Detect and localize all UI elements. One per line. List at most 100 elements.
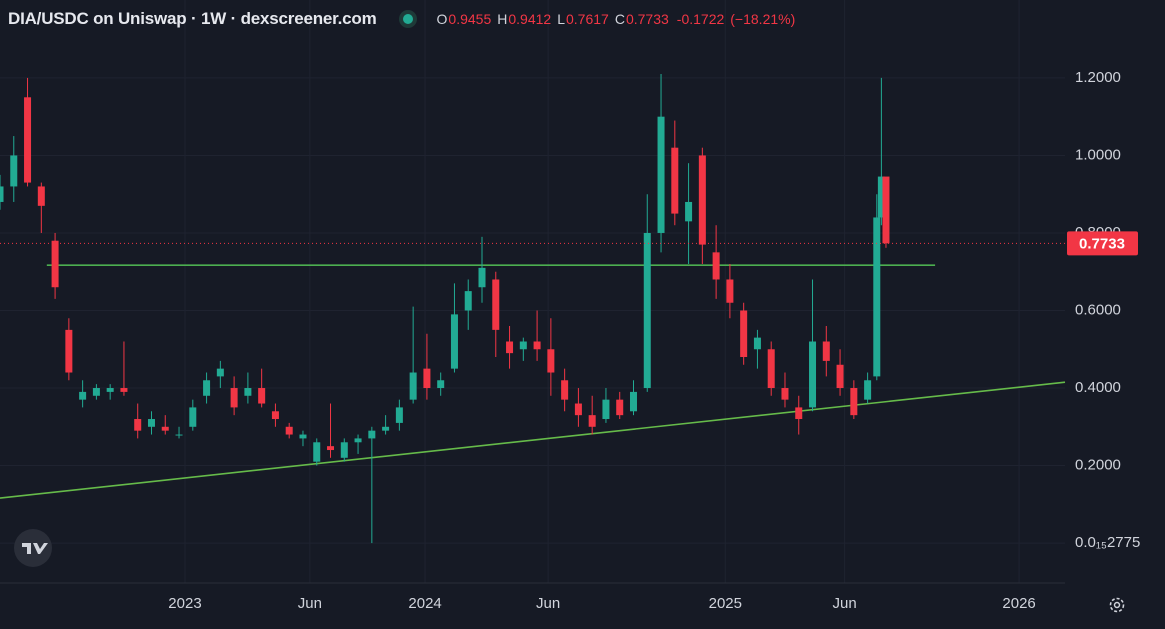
header: DIA/USDC on Uniswap · 1W · dexscreener.c…	[8, 9, 795, 29]
candle-body	[65, 329, 73, 373]
candle-body	[423, 368, 431, 389]
candle-body	[10, 155, 18, 187]
status-dot	[402, 14, 413, 24]
change: -0.1722	[676, 11, 725, 27]
ohlc-key: H	[497, 11, 508, 27]
candle-body	[409, 372, 417, 400]
candle-body	[216, 368, 224, 377]
y-tick-label: 1.0000	[1075, 146, 1121, 163]
x-tick-label: 2026	[1002, 595, 1035, 612]
candle-body	[533, 341, 541, 350]
x-tick-label: 2024	[408, 595, 441, 612]
candle-body	[864, 380, 872, 400]
candle-body	[629, 391, 637, 412]
last-price-label: 0.7733	[1079, 235, 1125, 252]
candle-body	[230, 388, 238, 408]
candle-body	[547, 349, 555, 373]
x-tick-label: Jun	[536, 595, 560, 612]
candle-body	[795, 407, 803, 420]
candle-body	[285, 426, 293, 435]
candle-body	[781, 388, 789, 400]
change-pct: (−18.21%)	[730, 11, 796, 27]
candle-body	[643, 232, 651, 389]
y-tick-label: 0.2000	[1075, 457, 1121, 474]
x-tick-label: Jun	[833, 595, 857, 612]
candle-body	[588, 415, 596, 427]
candle-body	[836, 364, 844, 389]
candle-body	[271, 411, 279, 420]
candle-body	[79, 391, 87, 400]
y-tick-label: 0.6000	[1075, 301, 1121, 318]
candle-body	[873, 217, 881, 377]
candle-body	[120, 388, 128, 392]
candle-body	[24, 97, 32, 183]
candle-body	[657, 116, 665, 233]
logo-bg[interactable]	[14, 529, 52, 567]
candle-body	[299, 434, 307, 439]
candle-body	[175, 434, 183, 436]
candle-body	[106, 388, 114, 392]
x-tick-label: Jun	[298, 595, 322, 612]
trend-line	[0, 381, 1066, 499]
candle-body	[506, 341, 514, 354]
last-price-tag	[1067, 231, 1138, 256]
candle-body	[161, 426, 169, 431]
candle-body	[561, 380, 569, 400]
candle-body	[382, 426, 390, 431]
candle-body	[437, 380, 445, 389]
ohlc-key: C	[614, 11, 625, 27]
ohlc-value: 0.9455	[448, 11, 492, 27]
candle-body	[574, 403, 582, 416]
candle-body	[753, 337, 761, 350]
candle-body	[712, 252, 720, 280]
candle-body	[602, 399, 610, 420]
candle-body	[850, 388, 858, 416]
ohlc-value: 0.7617	[566, 11, 609, 27]
candle-body	[244, 388, 252, 396]
candle-body	[464, 291, 472, 311]
candle-body	[822, 341, 830, 361]
candle-body	[395, 407, 403, 423]
y-tick-label: 0.0₁₅2775	[1075, 534, 1140, 551]
x-tick-label: 2023	[168, 595, 201, 612]
candle-body	[492, 279, 500, 330]
y-tick-label: 0.4000	[1075, 379, 1121, 396]
tv-logo[interactable]	[14, 529, 52, 567]
candle-body	[258, 388, 266, 404]
candle-body	[877, 176, 885, 218]
ohlc-value: 0.7733	[625, 11, 669, 27]
candle-body	[327, 446, 335, 451]
ohlc-value: 0.9412	[508, 11, 552, 27]
logo-mark[interactable]	[22, 543, 48, 554]
candle-body	[92, 388, 100, 396]
candle-body	[51, 240, 59, 288]
ohlc-key: O	[436, 11, 448, 27]
candle-body	[726, 279, 734, 303]
candle-body	[671, 147, 679, 214]
candle-body	[313, 442, 321, 462]
candle-body	[0, 186, 4, 202]
candle-body	[354, 438, 362, 443]
candle-body	[340, 442, 348, 458]
candle-body	[37, 186, 45, 206]
grid	[0, 0, 1065, 583]
title: DIA/USDC on Uniswap · 1W · dexscreener.c…	[8, 9, 377, 28]
candle-body	[740, 310, 748, 358]
settings-icon[interactable]	[1109, 597, 1125, 613]
gear-center[interactable]	[1113, 601, 1121, 609]
candle-body	[450, 314, 458, 369]
candle-body	[767, 349, 775, 389]
candle-body	[809, 341, 817, 408]
candle-body	[698, 155, 706, 245]
candle-body	[882, 176, 890, 244]
candle-body	[203, 380, 211, 396]
gear[interactable]	[1109, 597, 1125, 613]
candle-body	[189, 407, 197, 427]
candle-body	[147, 419, 155, 427]
candle-body	[368, 430, 376, 439]
candle-body	[134, 419, 142, 431]
y-tick-label: 1.2000	[1075, 69, 1121, 86]
candle-body	[519, 341, 527, 350]
ohlc-key: L	[557, 11, 565, 27]
